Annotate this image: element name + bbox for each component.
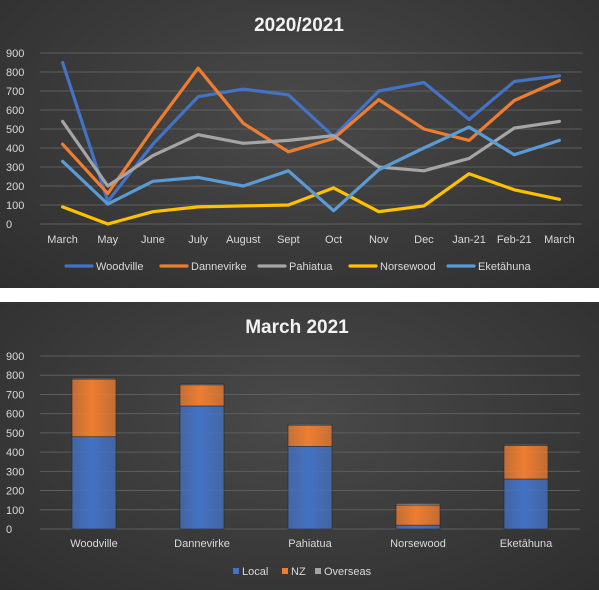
bar-nz-3: [395, 504, 441, 526]
y-tick-label: 100: [6, 505, 24, 517]
x-tick-label: July: [188, 234, 208, 246]
bar-chart-x-axis: Woodville Dannevirke Pahiatua Norsewood Eket…: [70, 538, 553, 550]
x-tick-label: Norsewood: [390, 538, 446, 550]
line-chart-x-axis: March May June July August Sept Oct Nov Dec Jan-2…: [47, 234, 574, 246]
bar-nz-0: [71, 378, 117, 438]
bar-chart-legend: Local NZ Overseas: [233, 566, 372, 578]
bar-local-1: [179, 405, 225, 530]
y-tick-label: 200: [6, 486, 24, 498]
bar-chart-y-axis: 0 100 200 300 400 500 600 700 800 900: [6, 351, 24, 536]
bar-chart: March 2021 0100200300400500600700800900 …: [6, 317, 580, 578]
x-tick-label: March: [47, 234, 78, 246]
line-chart-title: 2020/2021: [254, 15, 344, 36]
legend-label: Norsewood: [380, 261, 436, 273]
x-tick-label: Pahiatua: [288, 538, 332, 550]
bar-chart-bars: [71, 377, 549, 530]
x-tick-label: Sept: [277, 234, 300, 246]
y-tick-label: 700: [6, 86, 24, 98]
y-tick-label: 0: [6, 524, 12, 536]
x-tick-label: Eketāhuna: [500, 538, 553, 550]
legend-swatch: [233, 568, 239, 574]
bar-overseas-1: [179, 383, 225, 386]
x-tick-label: Dannevirke: [174, 538, 230, 550]
x-tick-label: May: [97, 234, 118, 246]
bar-nz-2: [287, 424, 333, 447]
x-tick-label: Nov: [369, 234, 389, 246]
y-tick-label: 0: [6, 219, 12, 231]
line-chart: 2020/2021 0 100 200 300 400 500 600 700 800 900 M…: [6, 15, 582, 273]
bar-overseas-0: [71, 377, 117, 380]
line-chart-y-axis: 0 100 200 300 400 500 600 700 800 900: [6, 48, 24, 231]
bar-local-3: [395, 524, 441, 530]
bar-chart-panel: March 2021 0 100 200 300 400 500 600 700 800 900 …: [0, 302, 599, 590]
bar-local-0: [71, 436, 117, 530]
bar-overseas-4: [503, 444, 549, 446]
series-line-dannevirke: [60, 66, 562, 196]
y-tick-label: 300: [6, 162, 24, 174]
series-line-eketāhuna: [60, 125, 562, 213]
x-tick-label: Oct: [325, 234, 342, 246]
bar-nz-1: [179, 384, 225, 407]
x-tick-label: March: [544, 234, 575, 246]
legend-swatch: [282, 568, 288, 574]
y-tick-label: 400: [6, 447, 24, 459]
y-tick-label: 800: [6, 67, 24, 79]
x-tick-label: Feb-21: [497, 234, 532, 246]
line-chart-legend: Woodville Dannevirke Pahiatua Norsewood Eket…: [64, 261, 531, 273]
y-tick-label: 800: [6, 370, 24, 382]
y-tick-label: 200: [6, 181, 24, 193]
bar-nz-4: [503, 445, 549, 480]
x-tick-label: June: [141, 234, 165, 246]
y-tick-label: 300: [6, 466, 24, 478]
legend-label: Dannevirke: [191, 261, 247, 273]
bar-local-4: [503, 478, 549, 530]
y-tick-label: 900: [6, 48, 24, 60]
y-tick-label: 600: [6, 105, 24, 117]
y-tick-label: 900: [6, 351, 24, 363]
legend-label: NZ: [291, 566, 306, 578]
x-tick-label: Dec: [414, 234, 434, 246]
y-tick-label: 400: [6, 143, 24, 155]
bar-local-2: [287, 446, 333, 530]
series-line-pahiatua: [60, 119, 562, 188]
line-chart-grid: [40, 52, 582, 225]
x-tick-label: Woodville: [70, 538, 118, 550]
series-line-norsewood: [60, 172, 562, 226]
bar-overseas-2: [287, 423, 333, 426]
legend-label: Woodville: [96, 261, 144, 273]
y-tick-label: 600: [6, 409, 24, 421]
series-line-woodville: [60, 60, 562, 203]
x-tick-label: August: [226, 234, 260, 246]
y-tick-label: 100: [6, 200, 24, 212]
legend-label: Overseas: [324, 566, 372, 578]
y-tick-label: 700: [6, 389, 24, 401]
legend-label: Eketāhuna: [478, 261, 531, 273]
x-tick-label: Jan-21: [452, 234, 486, 246]
y-tick-label: 500: [6, 124, 24, 136]
legend-label: Pahiatua: [289, 261, 333, 273]
line-chart-panel: 2020/2021 0 100 200 300 400 500 600 700 800 900 M…: [0, 0, 599, 288]
y-tick-label: 500: [6, 428, 24, 440]
line-chart-series: [60, 60, 562, 226]
legend-swatch: [315, 568, 321, 574]
legend-label: Local: [242, 566, 268, 578]
bar-chart-title: March 2021: [245, 317, 349, 338]
bar-overseas-3: [395, 503, 441, 506]
